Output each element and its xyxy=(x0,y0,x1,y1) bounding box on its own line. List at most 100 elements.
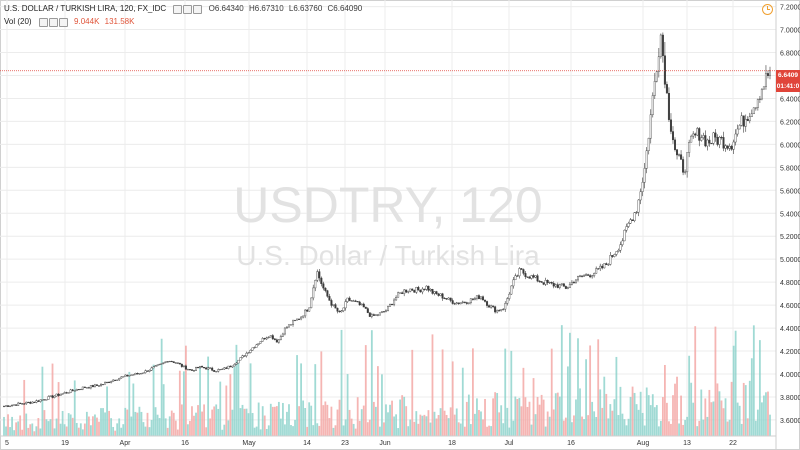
candle-body xyxy=(647,137,650,151)
volume-bar xyxy=(282,402,284,436)
volume-bar xyxy=(235,344,238,436)
candle-body xyxy=(285,326,288,329)
volume-bar xyxy=(221,429,224,436)
candle-body xyxy=(423,288,426,290)
volume-bar xyxy=(275,406,278,436)
volume-bar xyxy=(633,392,636,436)
volume-bar xyxy=(765,392,767,436)
volume-bar xyxy=(544,426,547,436)
volume-label[interactable]: Vol (20) xyxy=(4,17,32,26)
volume-bar xyxy=(718,391,721,436)
volume-bar xyxy=(639,391,642,436)
close-icon[interactable] xyxy=(58,17,68,27)
volume-bar xyxy=(518,397,521,436)
volume-bar xyxy=(730,381,733,436)
volume-bar xyxy=(607,418,610,436)
volume-bar xyxy=(395,414,397,436)
candle-body xyxy=(128,375,131,377)
volume-bar xyxy=(162,384,165,436)
candle-body xyxy=(25,401,28,404)
settings-icon[interactable] xyxy=(48,17,58,27)
volume-bar xyxy=(548,416,551,436)
candle-body xyxy=(451,300,454,304)
volume-bar xyxy=(189,420,191,436)
candle-body xyxy=(324,287,327,291)
candle-body xyxy=(318,271,321,279)
volume-bar xyxy=(116,423,119,436)
candle-body xyxy=(581,275,584,277)
volume-bar xyxy=(682,424,684,436)
candle-body xyxy=(516,275,519,277)
settings-icon[interactable] xyxy=(183,4,193,14)
candle-body xyxy=(160,363,163,365)
volume-bar xyxy=(379,426,381,436)
volume-bar xyxy=(419,414,422,436)
volume-bar xyxy=(542,399,545,436)
volume-bar xyxy=(140,411,143,436)
volume-bar xyxy=(403,396,406,436)
volume-bar xyxy=(288,404,290,436)
volume-bar xyxy=(494,392,497,436)
volume-bar xyxy=(332,427,335,436)
candle-body xyxy=(207,367,210,370)
eye-icon[interactable] xyxy=(173,4,183,14)
candle-body xyxy=(170,360,173,363)
volume-bar xyxy=(273,406,276,436)
volume-bar xyxy=(112,426,115,436)
candle-body xyxy=(201,365,204,368)
volume-bar xyxy=(253,427,256,436)
candle-body xyxy=(95,384,98,386)
candle-body xyxy=(39,399,42,402)
time-tick-label: Apr xyxy=(120,440,132,447)
candle-body xyxy=(292,320,295,325)
candle-body xyxy=(752,107,755,115)
volume-bar xyxy=(57,382,60,436)
candle-body xyxy=(310,297,313,309)
candle-body xyxy=(126,374,129,377)
candle-body xyxy=(320,277,323,284)
volume-bar xyxy=(668,421,670,436)
symbol-title[interactable]: U.S. DOLLAR / TURKISH LIRA, 120, FX_IDC xyxy=(4,4,167,13)
price-tick-label: 4.60000 xyxy=(780,303,800,310)
volume-bar xyxy=(290,425,292,436)
time-tick-label: Aug xyxy=(637,440,650,447)
volume-bar xyxy=(322,405,325,436)
candle-body xyxy=(607,264,610,266)
volume-bar xyxy=(312,425,315,436)
volume-bar xyxy=(193,415,195,436)
candle-body xyxy=(63,392,66,394)
candle-body xyxy=(708,139,711,144)
candle-body xyxy=(437,293,440,296)
candle-body xyxy=(510,285,513,295)
volume-bar xyxy=(168,416,171,436)
clock-icon[interactable] xyxy=(762,4,773,15)
candle-body xyxy=(520,268,523,270)
candle-body xyxy=(597,268,600,270)
candle-body xyxy=(57,393,60,396)
volume-bar xyxy=(712,401,715,436)
candle-body xyxy=(554,284,557,287)
volume-bar xyxy=(643,425,646,436)
candle-body xyxy=(33,401,36,403)
candle-body xyxy=(241,355,244,358)
volume-bar xyxy=(9,427,11,436)
candle-body xyxy=(235,362,238,365)
candle-body xyxy=(122,376,125,378)
candle-body xyxy=(239,357,242,361)
volume-bar xyxy=(237,362,240,436)
candle-body xyxy=(269,335,272,338)
volume-legend-buttons xyxy=(38,17,69,27)
volume-bar xyxy=(445,414,448,436)
volume-bar xyxy=(754,420,757,436)
volume-bar xyxy=(455,408,458,436)
candle-body xyxy=(475,295,478,299)
candle-body xyxy=(11,404,14,407)
candle-body xyxy=(710,142,713,145)
candle-body xyxy=(267,336,270,338)
volume-bar xyxy=(29,424,32,436)
close-icon[interactable] xyxy=(193,4,203,14)
eye-icon[interactable] xyxy=(38,17,48,27)
candle-body xyxy=(227,365,230,369)
volume-bar xyxy=(318,425,321,436)
